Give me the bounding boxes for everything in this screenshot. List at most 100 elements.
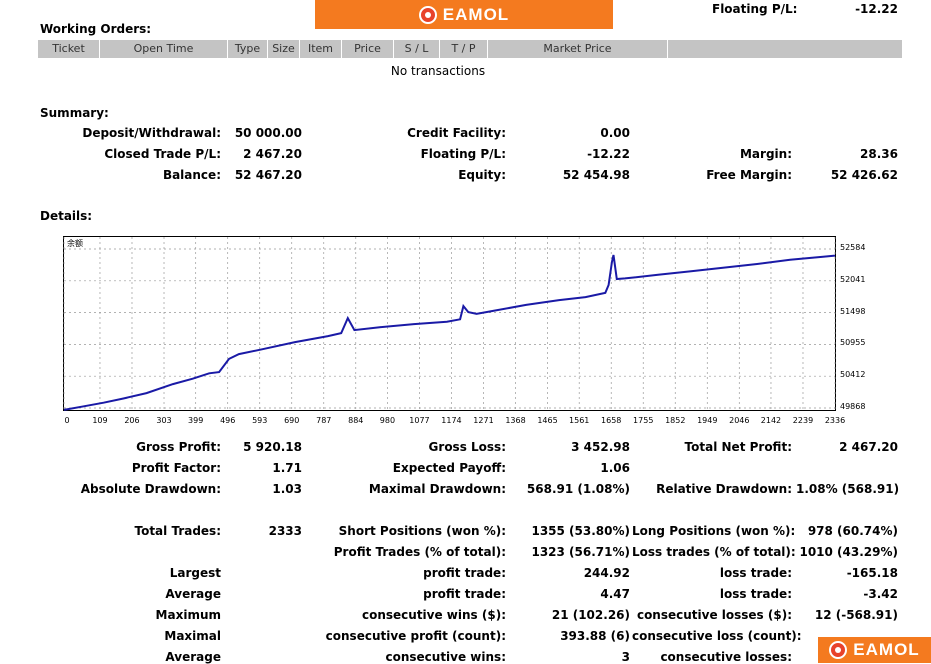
chart-x-tick-label: 399 — [188, 416, 204, 425]
total-trades-label: Total Trades: — [134, 524, 221, 538]
max-consecutive-wins-value: 21 (102.26) — [551, 608, 630, 622]
chart-x-tick-label: 884 — [348, 416, 364, 425]
avg-consecutive-losses-label: consecutive losses: — [660, 650, 792, 664]
chart-x-tick-label: 593 — [252, 416, 268, 425]
balance-chart-svg — [63, 237, 836, 411]
chart-x-tick-label: 1852 — [665, 416, 686, 425]
col-type[interactable]: Type — [228, 40, 268, 58]
equity-value: 52 454.98 — [562, 168, 630, 182]
eamol-logo-banner: EAMOL — [315, 0, 613, 29]
max-consecutive-losses-value: 12 (-568.91) — [814, 608, 898, 622]
chart-x-tick-label: 109 — [92, 416, 108, 425]
chart-x-tick-label: 2239 — [792, 416, 814, 425]
credit-facility-value: 0.00 — [600, 126, 630, 140]
largest-profit-value: 244.92 — [583, 566, 630, 580]
gross-profit-label: Gross Profit: — [136, 440, 221, 454]
chart-x-tick-label: 1465 — [537, 416, 558, 425]
no-transactions-text: No transactions — [390, 64, 486, 78]
max-consecutive-losses-label: consecutive losses ($): — [636, 608, 792, 622]
eamol-logo-watermark: EAMOL — [818, 637, 931, 663]
details-title: Details: — [40, 209, 93, 223]
relative-drawdown-label: Relative Drawdown: — [656, 482, 792, 496]
gross-loss-label: Gross Loss: — [428, 440, 506, 454]
short-positions-value: 1355 (53.80%) — [531, 524, 630, 538]
summary-floating-value: -12.22 — [587, 147, 630, 161]
profit-trades-label: Profit Trades (% of total): — [333, 545, 506, 559]
chart-y-tick-label: 52584 — [840, 243, 866, 252]
chart-y-tick-label: 50955 — [840, 338, 866, 348]
max-consecutive-wins-label: consecutive wins ($): — [361, 608, 506, 622]
absolute-drawdown-value: 1.03 — [272, 482, 302, 496]
largest-profit-label: profit trade: — [423, 566, 506, 580]
chart-x-tick-label: 690 — [284, 416, 300, 425]
largest-label: Largest — [169, 566, 221, 580]
col-item[interactable]: Item — [300, 40, 342, 58]
loss-trades-label: Loss trades (% of total): — [632, 545, 796, 559]
chart-x-tick-label: 1949 — [697, 416, 718, 425]
col-ticket[interactable]: Ticket — [38, 40, 100, 58]
average-loss-value: -3.42 — [863, 587, 898, 601]
chart-x-tick-label: 787 — [316, 416, 332, 425]
average-consecutive-label: Average — [165, 650, 221, 664]
relative-drawdown-value: 1.08% (568.91) — [796, 482, 900, 496]
absolute-drawdown-label: Absolute Drawdown: — [80, 482, 221, 496]
working-orders-header: Ticket Open Time Type Size Item Price S … — [38, 40, 902, 58]
average-loss-label: loss trade: — [719, 587, 792, 601]
chart-x-tick-label: 980 — [379, 416, 396, 425]
chart-x-tick-label: 0 — [64, 416, 70, 425]
total-trades-value: 2333 — [268, 524, 302, 538]
deposit-value: 50 000.00 — [234, 126, 302, 140]
avg-consecutive-wins-label: consecutive wins: — [385, 650, 506, 664]
col-open-time[interactable]: Open Time — [100, 40, 228, 58]
profit-trades-value: 1323 (56.71%) — [531, 545, 630, 559]
maximum-label: Maximum — [155, 608, 221, 622]
chart-y-tick-label: 50412 — [840, 370, 866, 380]
equity-label: Equity: — [458, 168, 506, 182]
chart-x-tick-label: 2046 — [729, 416, 750, 425]
credit-facility-label: Credit Facility: — [407, 126, 506, 140]
maximal-profit-label: consecutive profit (count): — [325, 629, 506, 643]
short-positions-label: Short Positions (won %): — [338, 524, 506, 538]
total-net-profit-value: 2 467.20 — [839, 440, 898, 454]
eamol-logo-icon — [829, 641, 848, 659]
gross-profit-value: 5 920.18 — [243, 440, 302, 454]
summary-floating-label: Floating P/L: — [420, 147, 506, 161]
largest-loss-value: -165.18 — [846, 566, 898, 580]
chart-x-tick-label: 496 — [220, 416, 236, 425]
long-positions-label: Long Positions (won %): — [632, 524, 796, 538]
chart-x-tick-label: 1658 — [601, 416, 622, 425]
maximal-loss-label: consecutive loss (count): — [632, 629, 802, 643]
margin-label: Margin: — [739, 147, 792, 161]
balance-series-line — [63, 254, 836, 411]
maximal-profit-value: 393.88 (6) — [560, 629, 630, 643]
chart-x-tick-label: 1755 — [633, 416, 654, 425]
chart-x-tick-label: 1561 — [569, 416, 590, 425]
maximal-drawdown-value: 568.91 (1.08%) — [526, 482, 630, 496]
col-price[interactable]: Price — [342, 40, 394, 58]
col-tp[interactable]: T / P — [440, 40, 488, 58]
loss-trades-value: 1010 (43.29%) — [799, 545, 898, 559]
chart-x-tick-label: 2142 — [760, 416, 782, 425]
deposit-label: Deposit/Withdrawal: — [82, 126, 221, 140]
largest-loss-label: loss trade: — [719, 566, 792, 580]
col-sl[interactable]: S / L — [394, 40, 440, 58]
expected-payoff-label: Expected Payoff: — [392, 461, 506, 475]
chart-x-tick-label: 206 — [124, 416, 140, 425]
profit-factor-value: 1.71 — [272, 461, 302, 475]
avg-consecutive-wins-value: 3 — [621, 650, 630, 664]
profit-factor-label: Profit Factor: — [131, 461, 221, 475]
col-size[interactable]: Size — [268, 40, 300, 58]
chart-y-tick-label: 52041 — [840, 274, 866, 284]
total-net-profit-label: Total Net Profit: — [684, 440, 792, 454]
average-profit-value: 4.47 — [600, 587, 630, 601]
chart-y-tick-label: 49868 — [840, 402, 866, 411]
chart-x-tick-label: 303 — [156, 416, 172, 425]
chart-x-tick-label: 1271 — [473, 416, 494, 425]
col-market-price[interactable]: Market Price — [488, 40, 668, 58]
balance-value: 52 467.20 — [234, 168, 302, 182]
logo-text-watermark: EAMOL — [853, 640, 920, 659]
margin-value: 28.36 — [860, 147, 898, 161]
maximal-drawdown-label: Maximal Drawdown: — [368, 482, 506, 496]
logo-text: EAMOL — [442, 4, 510, 24]
header-floating-label: Floating P/L: — [712, 2, 798, 16]
